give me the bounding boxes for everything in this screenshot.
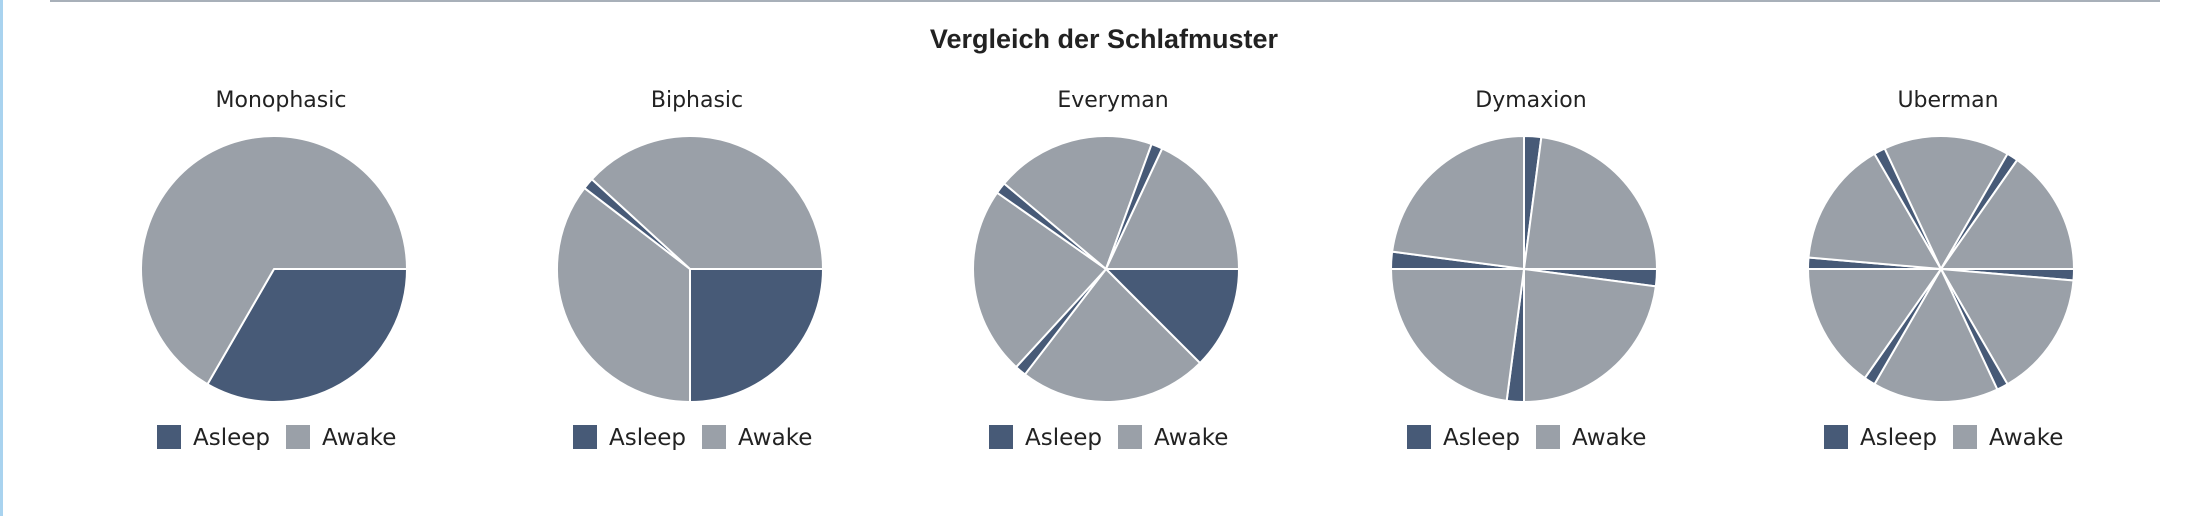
legend-label-awake-everyman: Awake <box>1154 425 1228 451</box>
pie-slice-biphasic-awake-2 <box>555 187 691 403</box>
legend-swatch-asleep-biphasic <box>573 425 597 449</box>
legend-label-awake-monophasic: Awake <box>322 425 396 451</box>
legend-label-awake-dymaxion: Awake <box>1572 425 1646 451</box>
legend-label-asleep-dymaxion: Asleep <box>1443 425 1520 451</box>
legend-swatch-awake-dymaxion <box>1536 425 1560 449</box>
legend-label-asleep-biphasic: Asleep <box>609 425 686 451</box>
pie-slice-uberman-awake-4 <box>1873 268 1999 403</box>
pie-slice-monophasic-awake-2 <box>140 135 408 386</box>
pie-slice-everyman-awake-8 <box>1105 147 1240 270</box>
pie-everyman: Everyman Asleep Awake <box>972 88 1240 451</box>
pie-biphasic: Biphasic Asleep Awake <box>555 88 824 451</box>
legend-uberman: Asleep Awake <box>1824 425 2063 451</box>
pie-slice-everyman-awake-2 <box>1023 268 1202 403</box>
legend-swatch-asleep-monophasic <box>157 425 181 449</box>
pie-slice-dymaxion-awake-6 <box>1391 135 1525 270</box>
pie-slice-dymaxion-awake-2 <box>1523 268 1657 403</box>
top-rule <box>50 0 2160 2</box>
legend-swatch-awake-biphasic <box>702 425 726 449</box>
pie-slice-dymaxion-awake-4 <box>1390 268 1525 402</box>
legend-biphasic: Asleep Awake <box>573 425 812 451</box>
legend-swatch-awake-everyman <box>1118 425 1142 449</box>
pie-title-dymaxion: Dymaxion <box>1475 88 1586 113</box>
pie-slice-everyman-awake-6 <box>1003 135 1153 270</box>
legend-swatch-awake-uberman <box>1953 425 1977 449</box>
pie-slice-uberman-awake-6 <box>1807 268 1942 380</box>
pie-slice-monophasic-asleep-1 <box>206 268 408 403</box>
pie-slice-uberman-awake-10 <box>1883 135 2009 270</box>
pie-uberman: Uberman Asleep Awake <box>1807 88 2075 451</box>
legend-dymaxion: Asleep Awake <box>1407 425 1646 451</box>
page-left-edge <box>0 0 3 516</box>
legend-swatch-asleep-everyman <box>989 425 1013 449</box>
pie-title-everyman: Everyman <box>1057 88 1168 113</box>
pie-slice-uberman-awake-12 <box>1940 158 2075 270</box>
legend-everyman: Asleep Awake <box>989 425 1228 451</box>
pie-title-monophasic: Monophasic <box>216 88 347 113</box>
legend-label-asleep-uberman: Asleep <box>1860 425 1937 451</box>
pie-title-uberman: Uberman <box>1897 88 1998 113</box>
pie-slice-biphasic-awake-4 <box>590 135 824 270</box>
legend-label-awake-biphasic: Awake <box>738 425 812 451</box>
legend-monophasic: Asleep Awake <box>157 425 396 451</box>
legend-swatch-asleep-dymaxion <box>1407 425 1431 449</box>
legend-label-asleep-monophasic: Asleep <box>193 425 270 451</box>
pie-slice-uberman-awake-2 <box>1940 268 2075 386</box>
chart-title: Vergleich der Schlafmuster <box>929 24 1279 54</box>
pie-monophasic: Monophasic Asleep Awake <box>140 88 408 451</box>
pie-slice-biphasic-asleep-1 <box>689 268 824 403</box>
legend-swatch-awake-monophasic <box>286 425 310 449</box>
pie-slice-everyman-asleep-1 <box>1105 268 1240 365</box>
pie-slice-uberman-awake-8 <box>1807 152 1942 270</box>
legend-swatch-asleep-uberman <box>1824 425 1848 449</box>
legend-label-awake-uberman: Awake <box>1989 425 2063 451</box>
legend-label-asleep-everyman: Asleep <box>1025 425 1102 451</box>
pie-slice-everyman-awake-4 <box>972 191 1107 369</box>
pie-dymaxion: Dymaxion Asleep Awake <box>1390 88 1658 451</box>
pie-title-biphasic: Biphasic <box>651 88 743 113</box>
pie-slice-dymaxion-awake-8 <box>1523 136 1658 270</box>
